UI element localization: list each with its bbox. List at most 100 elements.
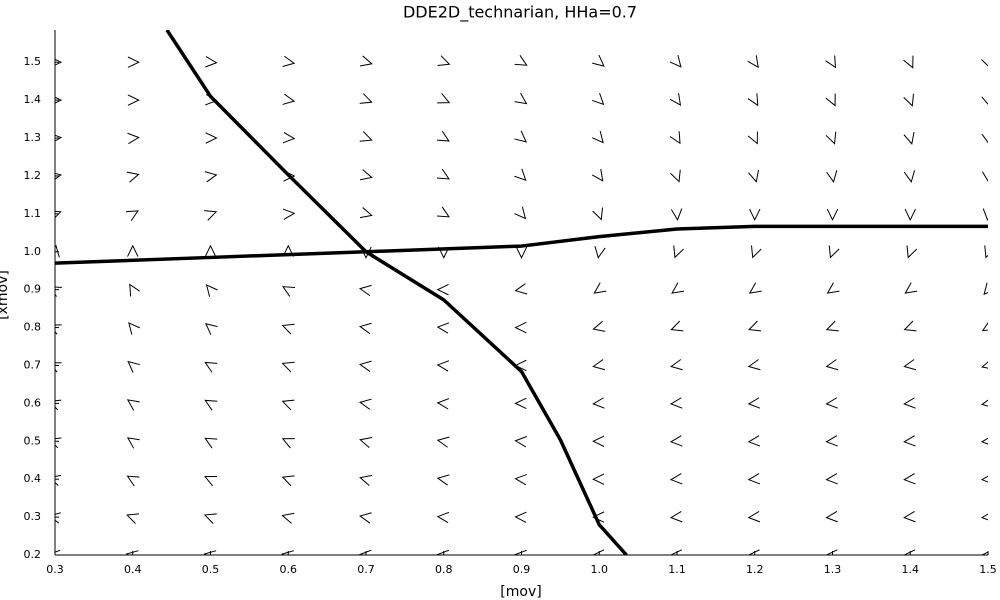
- y-tick-label: 0.5: [24, 434, 42, 447]
- field-arrow: [514, 168, 527, 181]
- field-arrow: [747, 511, 761, 523]
- field-arrow: [981, 96, 988, 105]
- field-arrow: [436, 322, 450, 334]
- field-arrow: [748, 320, 762, 332]
- field-arrow: [437, 93, 451, 104]
- field-arrow: [747, 359, 761, 371]
- field-arrow: [981, 59, 988, 67]
- field-arrow: [669, 435, 683, 447]
- field-arrow: [55, 324, 62, 335]
- plot-area: [55, 30, 988, 555]
- field-arrow: [436, 436, 450, 448]
- field-arrow: [514, 321, 527, 334]
- x-tick-label: 1.0: [591, 563, 609, 576]
- field-arrow: [204, 399, 218, 411]
- field-arrow: [514, 130, 527, 143]
- field-arrow: [673, 245, 684, 259]
- x-tick-label: 0.5: [202, 563, 220, 576]
- field-arrow: [826, 208, 839, 221]
- field-arrow: [358, 322, 372, 334]
- field-arrow: [592, 359, 606, 371]
- field-arrow: [669, 359, 683, 371]
- field-arrow: [514, 283, 528, 295]
- field-arrow: [126, 171, 140, 183]
- field-arrow: [670, 208, 683, 221]
- field-arrow: [670, 320, 684, 332]
- field-arrow: [903, 55, 914, 69]
- field-arrow: [282, 55, 296, 68]
- field-arrow: [747, 55, 759, 69]
- field-arrow: [983, 282, 988, 296]
- field-arrow: [747, 397, 761, 409]
- x-tick-label: 1.4: [902, 563, 920, 576]
- field-arrow: [826, 282, 840, 294]
- field-arrow: [359, 169, 373, 181]
- field-arrow: [514, 397, 527, 410]
- field-arrow: [591, 92, 605, 106]
- field-arrow: [127, 132, 140, 145]
- field-arrow: [592, 54, 605, 67]
- field-arrow: [748, 169, 760, 183]
- field-arrow: [981, 133, 988, 144]
- x-tick-label: 1.5: [979, 563, 997, 576]
- field-arrow: [514, 55, 528, 66]
- field-arrow: [437, 55, 451, 66]
- field-arrow: [669, 397, 683, 409]
- field-arrow: [205, 132, 218, 144]
- field-arrow: [358, 360, 372, 372]
- x-tick-label: 0.4: [124, 563, 142, 576]
- field-arrow: [55, 172, 63, 180]
- field-arrow: [747, 93, 759, 107]
- field-arrow: [282, 131, 296, 144]
- field-arrow: [750, 245, 762, 259]
- field-arrow: [903, 549, 916, 555]
- y-tick-label: 1.5: [24, 55, 42, 68]
- field-arrow: [436, 168, 450, 180]
- field-arrow: [436, 511, 450, 524]
- field-arrow: [436, 206, 450, 218]
- field-arrow: [825, 397, 838, 409]
- field-arrow: [747, 435, 761, 447]
- field-arrow: [591, 130, 604, 144]
- field-arrow: [903, 473, 916, 485]
- field-arrow: [903, 320, 917, 332]
- field-arrow: [126, 513, 140, 524]
- field-arrow: [669, 131, 681, 145]
- field-arrow: [55, 474, 62, 486]
- field-arrow: [514, 92, 528, 105]
- y-tick-label: 0.2: [24, 548, 42, 561]
- field-arrow: [436, 549, 450, 555]
- field-arrow: [126, 437, 140, 449]
- field-arrow: [981, 171, 988, 183]
- field-arrow: [592, 397, 605, 409]
- field-arrow: [55, 437, 62, 449]
- field-arrow: [980, 437, 988, 445]
- field-arrow: [669, 511, 683, 523]
- x-tick-label: 0.7: [357, 563, 375, 576]
- field-arrow: [204, 437, 218, 449]
- field-arrow: [515, 246, 528, 259]
- field-arrow: [982, 208, 988, 221]
- y-axis-label: [xmov]: [0, 270, 11, 320]
- field-arrow: [903, 359, 917, 371]
- y-tick-label: 0.3: [24, 510, 42, 523]
- y-tick-label: 1.3: [24, 131, 42, 144]
- field-arrow: [281, 550, 295, 555]
- field-arrow: [126, 399, 140, 411]
- field-arrow: [359, 207, 373, 219]
- field-arrow: [592, 435, 605, 447]
- field-arrow: [671, 282, 685, 294]
- field-arrow: [55, 244, 60, 258]
- chart-title: DDE2D_technarian, HHa=0.7: [403, 3, 637, 23]
- field-arrow: [204, 475, 218, 487]
- field-arrow: [592, 473, 605, 485]
- field-arrow: [984, 245, 988, 259]
- field-arrow: [55, 96, 63, 104]
- field-arrow: [359, 131, 373, 142]
- field-arrow: [825, 549, 838, 555]
- x-tick-label: 0.8: [435, 563, 453, 576]
- field-arrow: [281, 399, 295, 411]
- field-arrow: [903, 170, 916, 183]
- field-arrow: [358, 398, 372, 410]
